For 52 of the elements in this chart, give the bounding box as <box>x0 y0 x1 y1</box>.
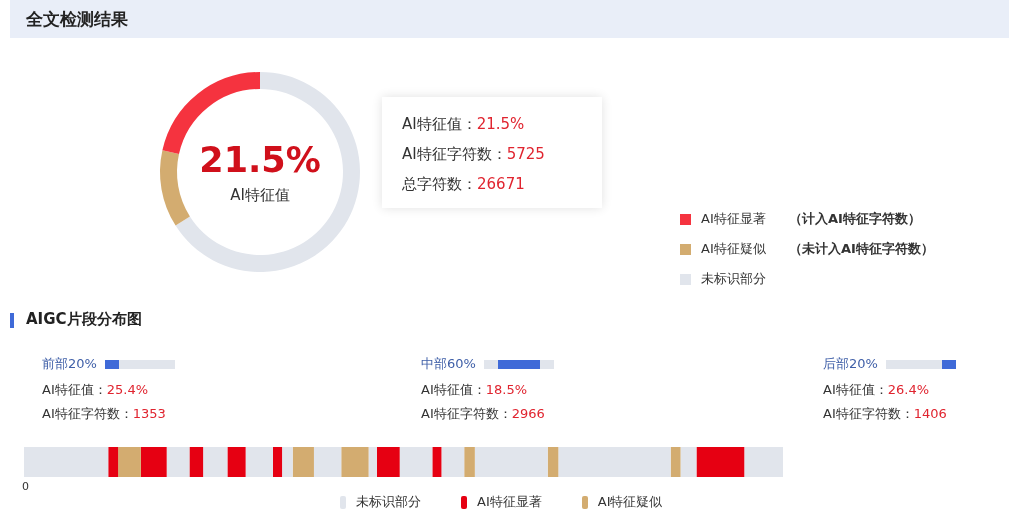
bar <box>24 447 109 477</box>
bar <box>376 447 400 477</box>
bar <box>441 447 465 477</box>
bar <box>547 447 559 477</box>
chart-title: AIGC片段分布图 <box>26 310 142 329</box>
bar <box>227 447 246 477</box>
text: AI特征值：26.4% <box>823 382 930 397</box>
legend-label: AI特征疑似 <box>597 493 663 511</box>
text: AI特征值：18.5% <box>421 382 528 397</box>
bar <box>272 447 283 477</box>
text: AI特征字符数：1353 <box>42 406 166 421</box>
text: AI特征字符数：1406 <box>823 406 947 421</box>
bar <box>292 447 314 477</box>
bar <box>368 447 377 477</box>
legend-label: 未标识部分 <box>356 493 421 511</box>
bar <box>140 447 167 477</box>
bar <box>464 447 475 477</box>
text: （未计入AI特征字符数） <box>789 240 934 258</box>
bar <box>558 447 671 477</box>
text: AI特征值：25.4% <box>42 382 149 397</box>
text: AI特征字符数：2966 <box>421 406 545 421</box>
bar <box>108 447 119 477</box>
text: AI特征值 <box>229 186 291 205</box>
text: 中部60% <box>421 355 476 373</box>
bar <box>399 447 433 477</box>
text: AI特征值：21.5% <box>402 115 525 133</box>
bar <box>341 447 369 477</box>
bar <box>313 447 342 477</box>
text: AI特征字符数：5725 <box>402 145 545 163</box>
bar <box>696 447 745 477</box>
bar <box>118 447 141 477</box>
bar <box>670 447 681 477</box>
text: 总字符数：26671 <box>402 175 525 193</box>
text: （计入AI特征字符数） <box>789 210 921 228</box>
text: 0 <box>22 480 29 493</box>
text: 21.5% <box>198 140 322 180</box>
chart-title: 全文检测结果 <box>26 8 128 31</box>
bar <box>474 447 548 477</box>
bar <box>203 447 228 477</box>
bar <box>245 447 273 477</box>
legend-label: AI特征显著 <box>701 210 767 228</box>
bar <box>282 447 293 477</box>
bar <box>744 447 783 477</box>
text: 后部20% <box>823 355 878 373</box>
text: 前部20% <box>42 355 97 373</box>
bar <box>432 447 442 477</box>
bar <box>680 447 697 477</box>
bar <box>189 447 204 477</box>
legend-label: 未标识部分 <box>701 270 767 288</box>
legend-label: AI特征疑似 <box>701 240 767 258</box>
bar <box>166 447 190 477</box>
legend-label: AI特征显著 <box>477 493 542 511</box>
